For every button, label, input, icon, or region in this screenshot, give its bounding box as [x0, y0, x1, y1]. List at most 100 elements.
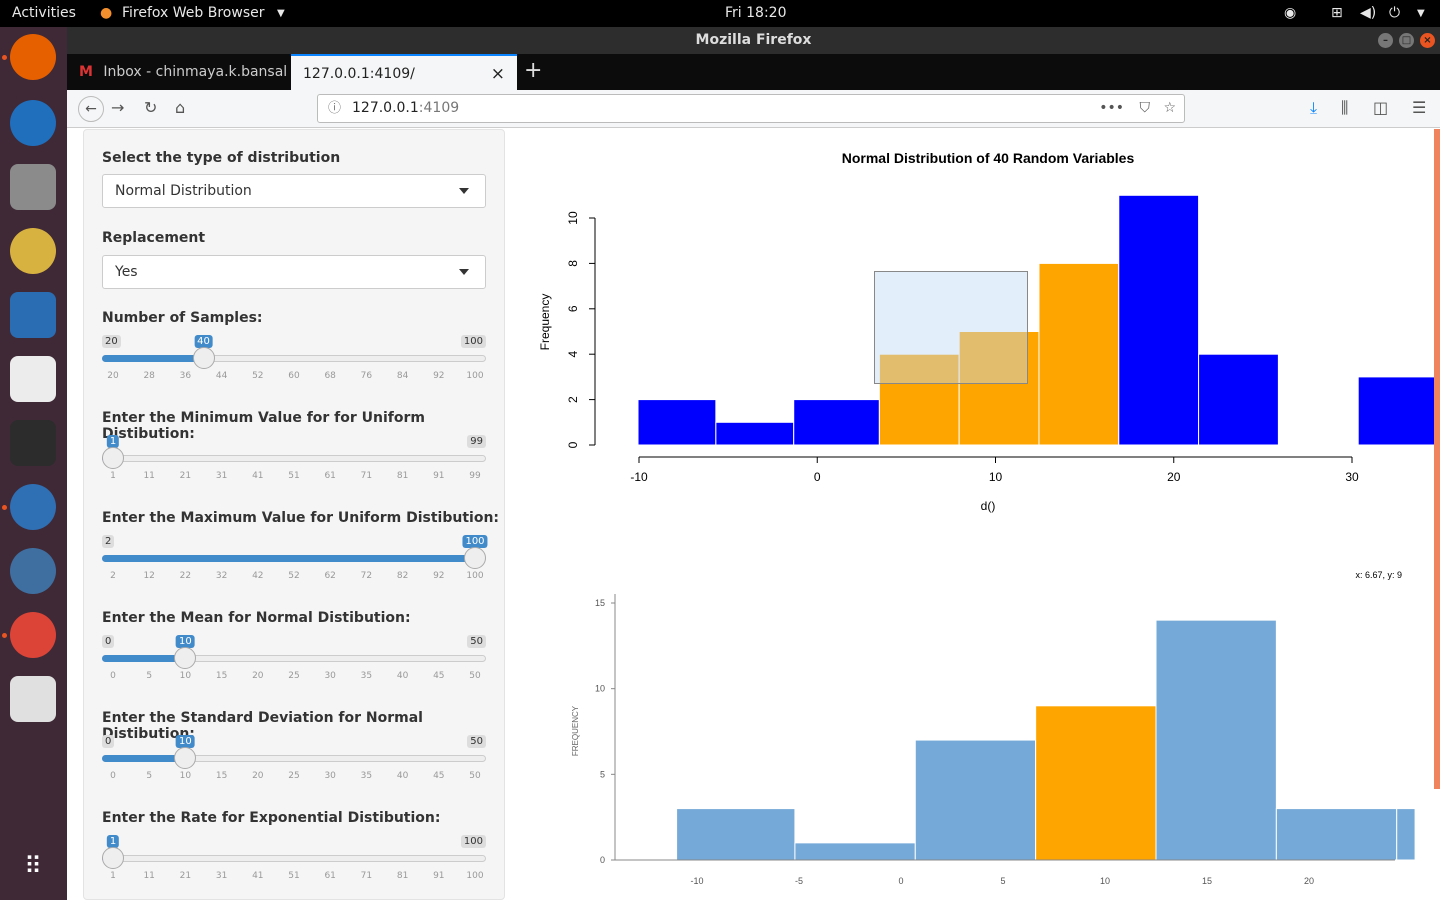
url-port: :4109 — [418, 100, 460, 116]
back-icon[interactable]: ← — [78, 96, 104, 122]
volume-icon[interactable]: ◀) — [1360, 5, 1377, 21]
texworks-icon[interactable] — [10, 548, 56, 594]
histogram-bar — [958, 331, 1040, 446]
slider-tick-label: 1 — [110, 871, 116, 881]
hamburger-menu-icon[interactable]: ☰ — [1412, 98, 1427, 117]
x-tick-label: -10 — [630, 470, 648, 484]
slider-label: Number of Samples: — [102, 310, 263, 326]
slider-handle[interactable] — [102, 847, 124, 869]
range-slider[interactable]: 2 100 2 12 22 32 42 52 62 72 82 92 100 — [102, 535, 488, 590]
tab-label: 127.0.0.1:4109/ — [303, 66, 415, 82]
calculator-icon[interactable] — [10, 676, 56, 722]
slider-tick-label: 35 — [360, 771, 373, 781]
replacement-select[interactable]: Yes — [102, 255, 486, 289]
slider-value-label: 10 — [176, 735, 195, 748]
slider-tick-label: 5 — [146, 671, 153, 681]
x-tick-label: 15 — [1202, 876, 1212, 886]
window-title-text: Mozilla Firefox — [695, 32, 812, 48]
slider-tick-label: 21 — [179, 871, 192, 881]
y-tick-label: 6 — [566, 305, 580, 312]
files-icon[interactable] — [10, 164, 56, 210]
url-bar[interactable]: ⓘ 127.0.0.1:4109 ••• ⛉ ☆ — [317, 94, 1185, 123]
range-slider[interactable]: 20 100 40 20 28 36 44 52 60 68 76 84 92 100 — [102, 335, 486, 390]
scrollbar[interactable] — [1434, 129, 1440, 789]
show-apps-icon[interactable]: ⠿ — [24, 852, 42, 880]
running-indicator — [2, 55, 7, 60]
sidebar-toggle-icon[interactable]: ◫ — [1373, 98, 1389, 117]
histogram-bar — [1118, 194, 1200, 446]
minimize-icon[interactable]: – — [1378, 33, 1393, 48]
close-tab-icon[interactable]: × — [490, 64, 505, 84]
slider-max-label: 100 — [460, 335, 486, 348]
slider-tick-label: 1 — [110, 471, 116, 481]
chrome-icon[interactable] — [10, 612, 56, 658]
slider-handle[interactable] — [174, 647, 197, 669]
tab-localhost[interactable]: 127.0.0.1:4109/ × — [291, 54, 517, 90]
range-slider[interactable]: 99 1 1 11 21 31 41 51 61 71 81 91 99 — [102, 435, 486, 490]
slider-tick-label: 5 — [146, 771, 153, 781]
slider-track[interactable] — [102, 855, 486, 862]
range-slider[interactable]: 100 1 1 11 21 31 41 51 61 71 81 91 100 — [102, 835, 486, 890]
slider-tick-label: 21 — [179, 471, 192, 481]
coordinate-readout: x: 6.67, y: 9 — [1355, 570, 1402, 580]
slider-tick-label: 32 — [215, 571, 228, 581]
maximize-icon[interactable]: □ — [1399, 33, 1414, 48]
rhythmbox-icon[interactable] — [10, 228, 56, 274]
close-window-icon[interactable]: × — [1420, 33, 1435, 48]
terminal-icon[interactable] — [10, 420, 56, 466]
slider-fill — [102, 755, 186, 762]
system-menu-chevron-icon[interactable]: ▼ — [1417, 8, 1425, 19]
home-icon[interactable]: ⌂ — [175, 98, 186, 117]
interactive-histogram-chart: x: 6.67, y: 9 0 5 10 15 -10 -5 0 5 10 15 20 FREQUENC… — [571, 570, 1416, 886]
writer-icon[interactable] — [10, 292, 56, 338]
amazon-icon[interactable] — [10, 356, 56, 402]
pocket-icon[interactable]: ⛉ — [1139, 100, 1151, 116]
firefox-icon[interactable] — [10, 34, 56, 80]
power-icon[interactable]: ⏻ — [1389, 5, 1401, 21]
slider-handle[interactable] — [464, 547, 486, 569]
slider-tick-label: 28 — [143, 371, 155, 381]
reload-icon[interactable]: ↻ — [144, 98, 158, 117]
slider-handle[interactable] — [102, 447, 124, 469]
x-tick-label: 0 — [814, 470, 821, 484]
r-icon[interactable] — [10, 484, 56, 530]
slider-tick-label: 20 — [107, 371, 119, 381]
library-icon[interactable]: ⫼ — [1341, 98, 1349, 117]
thunderbird-icon[interactable] — [10, 100, 56, 146]
slider-handle[interactable] — [174, 747, 197, 769]
slider-tick-label: 82 — [396, 571, 409, 581]
slider-handle[interactable] — [192, 347, 215, 369]
distribution-select[interactable]: Normal Distribution — [102, 174, 486, 208]
gmail-icon: M — [79, 64, 93, 80]
slider-tick-label: 40 — [396, 671, 409, 681]
tab-inbox[interactable]: M Inbox - chinmaya.k.bansal — [67, 54, 289, 90]
slider-tick-label: 15 — [215, 671, 228, 681]
distribution-value: Normal Distribution — [115, 183, 252, 199]
slider-track[interactable] — [102, 455, 486, 462]
page-actions-icon[interactable]: ••• — [1099, 100, 1124, 116]
chart-title: Normal Distribution of 40 Random Variabl… — [842, 150, 1135, 166]
forward-icon[interactable]: → — [111, 98, 125, 117]
top-panel: Activities ● Firefox Web Browser ▼ Fri 1… — [0, 0, 1440, 27]
chrome-tray-icon[interactable]: ◉ — [1284, 5, 1297, 21]
brush-selection[interactable] — [874, 271, 1028, 384]
slider-tick-label: 42 — [252, 571, 264, 581]
slider-tick-label: 30 — [324, 671, 336, 681]
y-tick-label: 4 — [566, 351, 580, 358]
app-menu-chevron-icon[interactable]: ▼ — [277, 8, 285, 19]
slider-tick-label: 91 — [433, 871, 445, 881]
bookmark-star-icon[interactable]: ☆ — [1163, 100, 1176, 116]
slider-tick-label: 25 — [288, 671, 300, 681]
histogram-bar — [793, 399, 880, 446]
clock[interactable]: Fri 18:20 — [725, 5, 787, 21]
range-slider[interactable]: 0 50 10 0 5 10 15 20 25 30 35 40 45 50 — [102, 735, 486, 790]
histogram-chart: Normal Distribution of 40 Random Variabl… — [538, 150, 1439, 513]
range-slider[interactable]: 0 50 10 0 5 10 15 20 25 30 35 40 45 50 — [102, 635, 486, 690]
network-icon[interactable]: ⊞ — [1331, 5, 1343, 21]
app-menu[interactable]: Firefox Web Browser — [122, 5, 265, 21]
info-icon[interactable]: ⓘ — [328, 101, 342, 116]
activities-button[interactable]: Activities — [12, 5, 76, 21]
downloads-icon[interactable]: ⤓ — [1310, 98, 1318, 117]
slider-tick-label: 10 — [179, 771, 192, 781]
new-tab-icon[interactable]: + — [524, 58, 543, 83]
